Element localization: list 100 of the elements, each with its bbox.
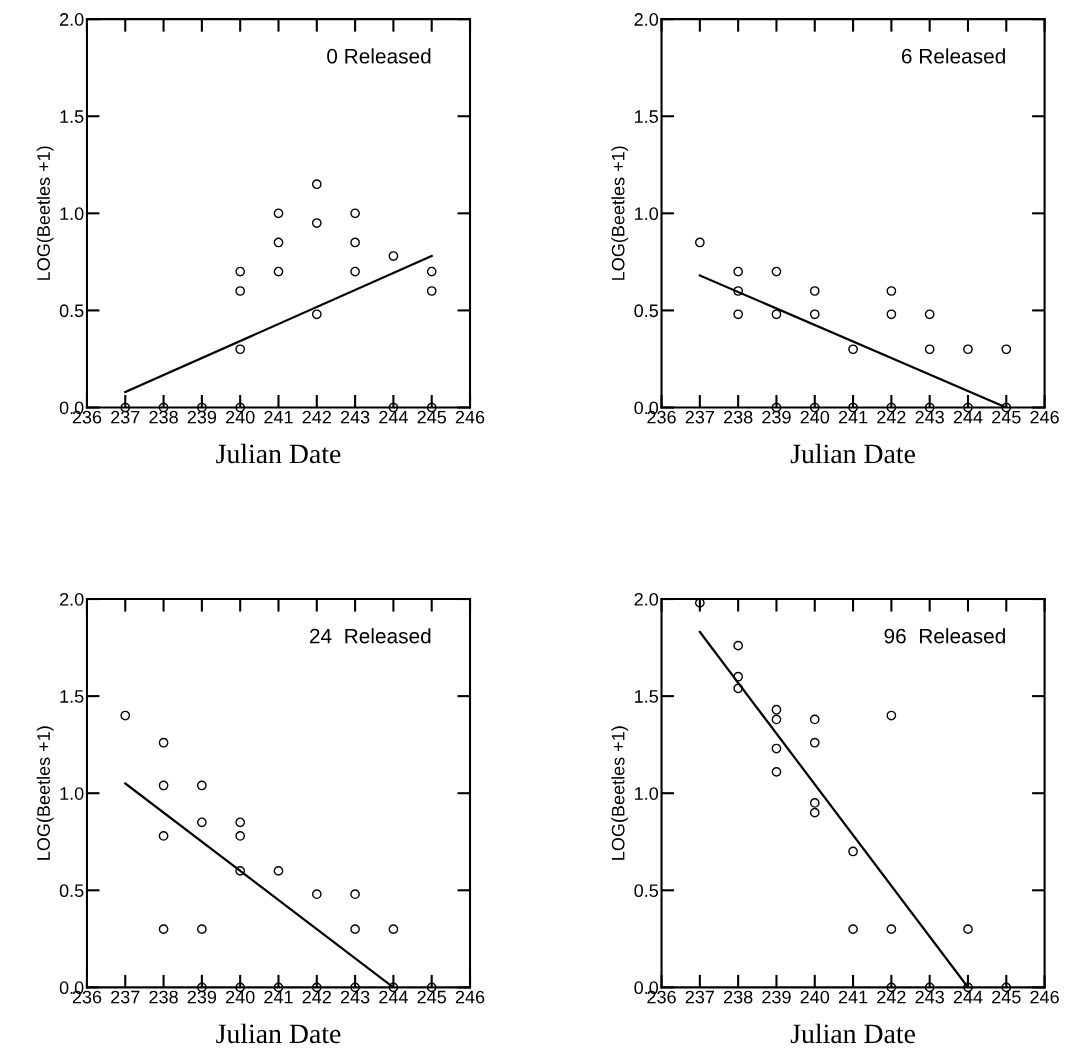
x-tick-label: 244 <box>953 410 983 424</box>
y-axis-title: LOG(Beetles +1) <box>611 146 629 280</box>
y-tick-label: 1.5 <box>60 110 84 123</box>
point <box>771 766 782 777</box>
point <box>886 710 897 721</box>
point <box>809 309 820 320</box>
point <box>886 286 897 296</box>
y-tick-label: 0.5 <box>59 884 84 898</box>
x-tick-label: 246 <box>455 410 485 424</box>
point <box>733 671 744 682</box>
point <box>235 266 246 277</box>
point <box>733 640 744 651</box>
x-tick-label: 237 <box>685 410 714 424</box>
x-tick-label: 241 <box>838 990 868 1004</box>
point <box>273 866 284 876</box>
x-tick-label: 246 <box>455 990 485 1004</box>
x-axis-title: Julian Date <box>216 1023 341 1044</box>
point <box>848 846 858 857</box>
y-axis-title: LOG(Beetles +1) <box>36 146 54 280</box>
x-tick-label: 246 <box>1030 410 1059 424</box>
point <box>771 309 782 320</box>
point <box>886 309 897 320</box>
point <box>388 924 399 934</box>
point <box>158 737 169 748</box>
point <box>426 266 437 277</box>
x-tick-label: 241 <box>264 410 293 424</box>
point <box>350 208 360 219</box>
y-tick-label: 1.0 <box>60 207 84 221</box>
y-tick-label: 1.0 <box>635 207 659 221</box>
x-tick-label: 240 <box>226 410 255 424</box>
point <box>197 924 207 934</box>
x-tick-label: 240 <box>800 410 830 424</box>
point <box>350 266 360 277</box>
point <box>158 780 169 791</box>
y-tick-label: 2.0 <box>634 592 659 606</box>
x-tick-label: 240 <box>226 990 255 1004</box>
point <box>197 817 207 828</box>
y-axis-title: LOG(Beetles +1) <box>611 726 629 860</box>
point <box>311 179 322 190</box>
point <box>886 924 897 934</box>
point <box>771 704 782 715</box>
point <box>1001 344 1012 355</box>
x-tick-label: 244 <box>379 410 408 424</box>
point <box>809 798 820 808</box>
point <box>311 218 322 228</box>
point <box>120 710 131 721</box>
point <box>388 251 399 261</box>
y-tick-label: 1.5 <box>60 690 84 703</box>
y-tick-label: 0.5 <box>634 884 659 898</box>
x-tick-label: 239 <box>762 990 791 1004</box>
x-tick-label: 239 <box>762 410 791 424</box>
y-tick-label: 2.0 <box>59 592 84 606</box>
point <box>809 286 820 296</box>
x-tick-label: 239 <box>187 410 217 424</box>
point <box>350 889 360 900</box>
y-tick-label: 0.5 <box>59 304 84 318</box>
y-tick-label: 1.5 <box>635 690 659 703</box>
point <box>426 286 437 296</box>
y-tick-label: 1.0 <box>60 787 84 800</box>
point <box>771 714 782 725</box>
point <box>733 309 744 320</box>
x-tick-label: 242 <box>302 990 331 1004</box>
point <box>350 924 360 934</box>
annotation: 6 Released <box>901 48 1005 64</box>
point <box>273 208 284 219</box>
x-tick-label: 238 <box>149 990 178 1004</box>
point <box>350 237 360 248</box>
point <box>158 831 169 841</box>
point <box>809 714 820 725</box>
x-tick-label: 242 <box>877 990 906 1004</box>
x-tick-label: 239 <box>187 990 217 1004</box>
point <box>809 807 820 818</box>
x-axis-title: Julian Date <box>216 443 341 464</box>
x-tick-label: 245 <box>417 410 447 424</box>
x-tick-label: 238 <box>724 990 753 1004</box>
point <box>848 924 858 934</box>
point <box>771 266 782 277</box>
point <box>235 866 246 876</box>
point <box>848 344 858 355</box>
point <box>809 737 820 748</box>
y-tick-label: 1.0 <box>635 787 659 800</box>
x-tick-label: 244 <box>953 990 983 1004</box>
annotation: 0 Released <box>327 48 431 64</box>
x-tick-label: 242 <box>877 410 906 424</box>
x-tick-label: 241 <box>264 990 293 1004</box>
x-tick-label: 238 <box>724 410 753 424</box>
x-tick-label: 241 <box>838 410 868 424</box>
point <box>235 817 246 828</box>
point <box>273 266 284 277</box>
x-tick-label: 237 <box>111 410 140 424</box>
point <box>311 889 322 900</box>
point <box>733 683 744 694</box>
x-tick-label: 238 <box>149 410 178 424</box>
point <box>963 344 973 355</box>
point <box>273 237 284 248</box>
y-tick-label: 2.0 <box>634 13 659 26</box>
x-axis-title: Julian Date <box>790 1023 915 1044</box>
y-tick-label: 1.5 <box>635 110 659 123</box>
annotation: 96 Released <box>884 628 1005 644</box>
x-tick-label: 243 <box>340 410 370 424</box>
